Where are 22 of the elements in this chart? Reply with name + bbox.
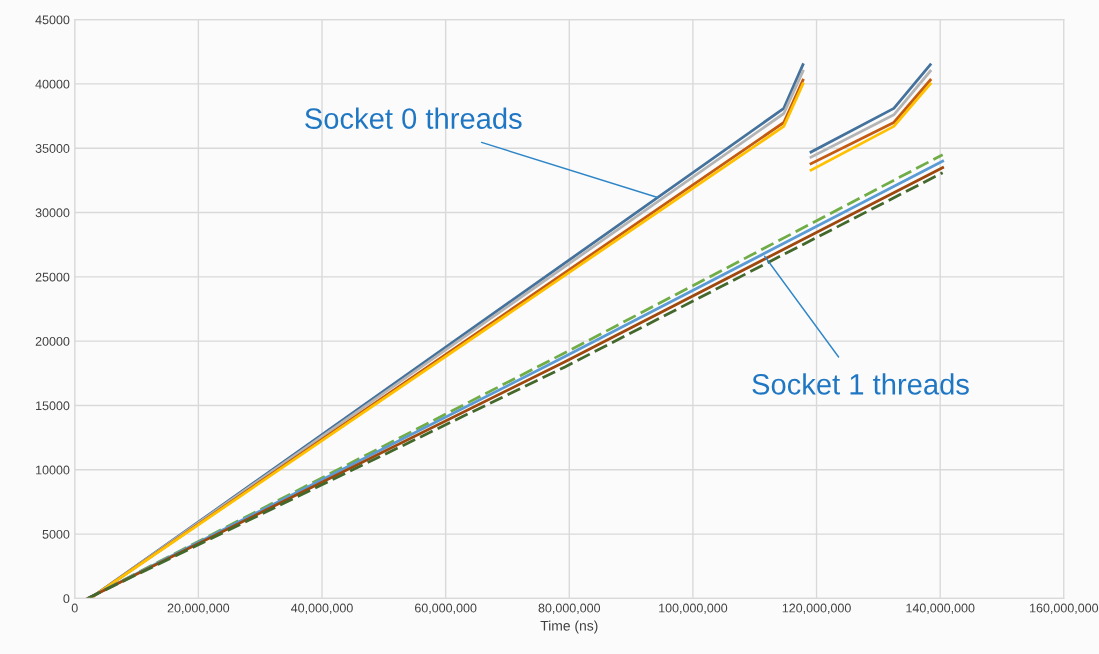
- annotation: Socket 0 threads: [305, 107, 522, 129]
- x-tick-label: 40,000,000: [291, 603, 353, 614]
- x-tick-label: 20,000,000: [167, 603, 230, 614]
- x-tick-label: 0: [71, 603, 78, 613]
- x-tick-label: 120,000,000: [782, 603, 851, 614]
- y-tick-label: 10000: [36, 465, 70, 475]
- x-tick-label: 60,000,000: [415, 603, 477, 614]
- y-tick-label: 40000: [35, 79, 70, 89]
- y-tick-label: 35000: [35, 144, 70, 153]
- y-tick-label: 15000: [36, 401, 70, 411]
- y-tick-label: 20000: [35, 336, 70, 346]
- y-tick-label: 30000: [35, 208, 70, 218]
- x-axis-title: Time (ns): [540, 620, 598, 634]
- y-tick-label: 0: [63, 594, 70, 604]
- y-tick-label: 5000: [42, 529, 70, 539]
- x-tick-label: 100,000,000: [659, 603, 728, 614]
- x-tick-label: 80,000,000: [538, 603, 601, 614]
- y-tick-label: 45000: [35, 15, 70, 25]
- y-tick-label: 25000: [35, 272, 70, 282]
- annotation: Socket 1 threads: [752, 373, 969, 395]
- x-tick-label: 160,000,000: [1030, 603, 1099, 614]
- x-tick-label: 140,000,000: [906, 603, 975, 614]
